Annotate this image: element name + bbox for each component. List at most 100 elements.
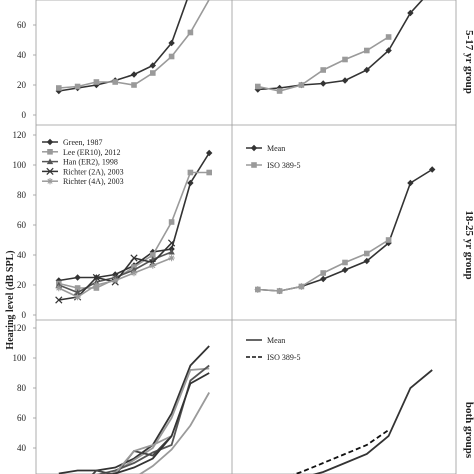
chart-top-right (254, 0, 424, 94)
data-point (255, 286, 261, 293)
data-point (130, 269, 138, 277)
data-point (150, 252, 156, 258)
legend-marker (251, 162, 257, 168)
legend-label: Mean (267, 144, 285, 153)
series-line-0 (257, 0, 424, 91)
row-label-top: 5-17 yr group (463, 30, 474, 94)
legend-label: Richter (2A), 2003 (63, 167, 124, 176)
data-point (364, 47, 370, 54)
data-point (167, 239, 176, 247)
legend-marker (46, 158, 54, 165)
data-point (206, 149, 213, 157)
data-point (255, 83, 261, 90)
legend-label: Han (ER2), 1998 (63, 158, 118, 167)
data-point (74, 274, 81, 281)
data-point (276, 288, 283, 294)
y-tick-label: 120 (13, 323, 27, 333)
data-point (93, 79, 100, 85)
data-point (320, 275, 327, 283)
data-point (341, 266, 349, 274)
legend-marker (47, 149, 53, 155)
y-tick-label: 60 (17, 20, 27, 30)
data-point (187, 179, 194, 187)
series-line-6 (138, 392, 210, 474)
chart-bottom-left: 40 60 80 100 120 (13, 323, 210, 474)
y-tick-label: 120 (13, 130, 27, 140)
data-point (149, 62, 156, 69)
row-label-bottom: both groups (463, 402, 474, 459)
data-point (149, 262, 156, 269)
data-point (168, 254, 175, 262)
data-point (55, 277, 62, 284)
legend-label: Richter (4A), 2003 (63, 177, 124, 186)
panel-borders (35, 0, 457, 474)
data-point (112, 277, 119, 284)
legend: Mean ISO 389-5 (246, 336, 301, 362)
data-point (74, 83, 81, 90)
data-point (112, 79, 118, 85)
y-tick-label: 20 (17, 280, 27, 290)
data-point (320, 270, 326, 276)
series-line-1 (108, 367, 210, 474)
data-point (130, 71, 138, 78)
data-point (206, 169, 212, 176)
data-point (130, 254, 138, 262)
legend-marker (46, 167, 54, 176)
data-point (92, 273, 101, 282)
y-tick-label: 0 (22, 110, 27, 120)
data-point (407, 9, 414, 17)
data-point (276, 88, 283, 94)
legend-label: Lee (ER10), 2012 (63, 148, 121, 157)
data-point (150, 70, 156, 76)
data-point (74, 289, 81, 296)
data-point (429, 166, 436, 173)
data-point (168, 53, 175, 60)
series-line-3 (91, 435, 173, 474)
data-point (168, 248, 175, 255)
y-tick-label: 80 (17, 190, 27, 200)
data-point (298, 82, 305, 88)
data-point (342, 259, 348, 266)
y-tick-label: 80 (17, 383, 27, 393)
data-point (320, 80, 327, 87)
y-axis-label: Hearing level (dB SPL) (5, 250, 16, 349)
legend: Mean ISO 389-5 (246, 144, 301, 170)
legend-label: ISO 389-5 (267, 353, 301, 362)
legend-marker (46, 138, 54, 146)
data-point (342, 56, 348, 63)
data-point (187, 29, 194, 36)
data-point (187, 169, 194, 176)
legend-label: ISO 389-5 (267, 161, 301, 170)
series-line-0 (58, 345, 210, 474)
series-line-0 (312, 369, 433, 474)
y-tick-label: 100 (13, 353, 27, 363)
data-point (168, 39, 175, 47)
legend-label: Mean (267, 336, 285, 345)
data-point (363, 257, 370, 265)
series-line-1 (257, 239, 390, 292)
y-tick-label: 40 (17, 50, 27, 60)
y-tick-label: 0 (22, 310, 27, 320)
data-point (341, 77, 349, 84)
y-tick-label: 100 (13, 160, 27, 170)
data-point (407, 179, 414, 187)
y-tick-label: 20 (17, 80, 27, 90)
legend-marker (250, 144, 258, 152)
series-line-1 (292, 429, 390, 474)
data-point (385, 47, 392, 54)
data-point (364, 250, 370, 257)
data-point (385, 237, 392, 243)
data-point (56, 85, 62, 91)
data-point (131, 82, 137, 88)
y-tick-label: 40 (17, 443, 27, 453)
chart-middle-right: Mean ISO 389-5 (246, 144, 436, 295)
legend-label: Green, 1987 (63, 138, 103, 147)
y-tick-label: 40 (17, 250, 27, 260)
data-point (55, 296, 63, 304)
data-point (93, 281, 100, 289)
data-point (320, 67, 326, 73)
